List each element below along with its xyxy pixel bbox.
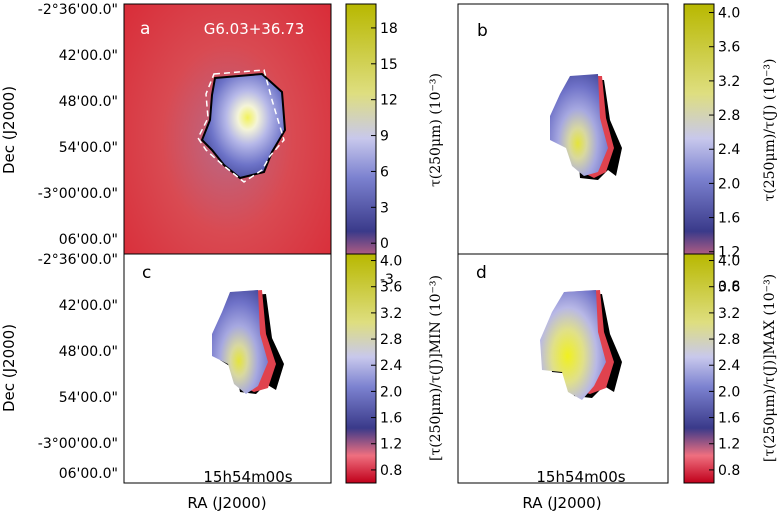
colorbar-tick-label: 3.6 bbox=[718, 280, 740, 296]
panel-a-contour-dashed bbox=[197, 69, 285, 183]
panel-b-ylabel: τ(250μm) (10⁻³) bbox=[428, 73, 444, 187]
colorbar-tick-label: 3.2 bbox=[718, 306, 740, 322]
panel-c-ra-tick: 15h54m00s bbox=[203, 468, 292, 486]
panel-a-clump bbox=[202, 74, 285, 178]
dec-tick-label: -2°36'00.0" bbox=[38, 2, 118, 18]
panel-d: d bbox=[457, 253, 669, 484]
colorbar-c-bar bbox=[345, 253, 377, 484]
colorbar-tick-label: 1.6 bbox=[718, 211, 740, 227]
colorbar-tick-label: 15 bbox=[380, 57, 398, 73]
colorbar-c: 4.0 3.6 3.2 2.8 2.4 2.0 1.6 1.2 0.8 [τ(250μm)/τ(… bbox=[345, 253, 444, 484]
colorbar-tick-label: 2.0 bbox=[718, 384, 740, 400]
colorbar-b-label: τ(250μm)/τ(J) (10⁻³) bbox=[762, 59, 778, 202]
colorbar-b: 4.0 3.6 3.2 2.8 2.4 2.0 1.6 1.2 0.8 τ(250μm)/τ(J… bbox=[683, 3, 778, 304]
panel-c-xlabel: RA (J2000) bbox=[187, 494, 266, 512]
colorbar-tick-label: 3 bbox=[380, 200, 389, 216]
colorbar-tick-label: 6 bbox=[380, 164, 389, 180]
colorbar-tick-label: 0.8 bbox=[380, 463, 402, 479]
colorbar-d-label: [τ(250μm)/τ(J)]MAX (10⁻³) bbox=[762, 274, 778, 462]
dec-tick-label: -3°00'00.0" bbox=[38, 436, 118, 452]
colorbar-tick-label: 2.8 bbox=[380, 332, 402, 348]
panel-b-background bbox=[458, 4, 668, 303]
panel-d-xlabel: RA (J2000) bbox=[522, 494, 601, 512]
colorbar-b-ticks: 4.0 3.6 3.2 2.8 2.4 2.0 1.6 1.2 0.8 bbox=[709, 6, 740, 295]
dec-tick-label: 06'00.0" bbox=[59, 466, 118, 482]
dec-tick-label: -3°00'00.0" bbox=[38, 186, 118, 202]
panel-a: a G6.03+36.73 bbox=[123, 3, 332, 304]
dec-tick-label: -2°36'00.0" bbox=[38, 252, 118, 268]
dec-tick-label: 42'00.0" bbox=[59, 48, 118, 64]
colorbar-tick-label: 3.2 bbox=[380, 306, 402, 322]
colorbar-tick-label: 3.2 bbox=[718, 74, 740, 90]
panel-a-label: a bbox=[140, 19, 150, 39]
panel-c-frame bbox=[123, 253, 332, 484]
dec-tick-label: 42'00.0" bbox=[59, 298, 118, 314]
colorbar-tick-label: 2.0 bbox=[718, 176, 740, 192]
panel-a-contour-solid bbox=[200, 72, 287, 180]
colorbar-tick-label: 2.4 bbox=[380, 358, 402, 374]
colorbar-tick-label: 2.4 bbox=[718, 142, 740, 158]
dec-tick-label: 54'00.0" bbox=[59, 140, 118, 156]
colorbar-tick-label: 4.0 bbox=[718, 254, 740, 270]
panel-d-label: d bbox=[476, 263, 487, 283]
colorbar-tick-label: -3 bbox=[380, 272, 394, 288]
dec-tick-label: 48'00.0" bbox=[59, 94, 118, 110]
dec-tick-labels-top: -2°36'00.0" 42'00.0" 48'00.0" 54'00.0" -… bbox=[38, 2, 118, 248]
colorbar-d: 4.0 3.6 3.2 2.8 2.4 2.0 1.6 1.2 0.8 [τ(250μm)/τ(… bbox=[683, 253, 778, 484]
panel-d-frame bbox=[457, 253, 669, 484]
colorbar-a-bar bbox=[345, 3, 377, 304]
panel-a-ylabel: Dec (J2000) bbox=[0, 86, 18, 174]
colorbar-c-label: [τ(250μm)/τ(J)]MIN (10⁻³) bbox=[428, 275, 444, 461]
panel-c-area bbox=[124, 254, 331, 483]
colorbar-tick-label: 9 bbox=[380, 129, 389, 145]
dec-tick-label: 54'00.0" bbox=[59, 390, 118, 406]
colorbar-tick-label: 1.6 bbox=[380, 411, 402, 427]
panel-b-clump bbox=[550, 74, 608, 176]
panel-b: b bbox=[457, 3, 669, 304]
colorbar-d-bar bbox=[683, 253, 715, 484]
colorbar-a-ticks: 18 15 12 9 6 3 0 -3 bbox=[371, 21, 398, 288]
colorbar-d-ticks: 4.0 3.6 3.2 2.8 2.4 2.0 1.6 1.2 0.8 bbox=[709, 254, 740, 479]
panel-c: c bbox=[123, 253, 332, 484]
colorbar-tick-label: 2.0 bbox=[380, 384, 402, 400]
colorbar-tick-label: 4.0 bbox=[718, 6, 740, 22]
colorbar-tick-label: 18 bbox=[380, 21, 398, 37]
panel-c-label: c bbox=[142, 263, 151, 283]
dec-tick-label: 06'00.0" bbox=[59, 232, 118, 248]
colorbar-c-ticks: 4.0 3.6 3.2 2.8 2.4 2.0 1.6 1.2 0.8 bbox=[371, 254, 402, 479]
colorbar-tick-label: 3.6 bbox=[380, 280, 402, 296]
colorbar-tick-label: 1.2 bbox=[380, 437, 402, 453]
colorbar-tick-label: 1.2 bbox=[718, 245, 740, 261]
colorbar-tick-label: 4.0 bbox=[380, 254, 402, 270]
panel-c-clump bbox=[212, 290, 268, 394]
colorbar-tick-label: 3.6 bbox=[718, 40, 740, 56]
colorbar-tick-label: 0.8 bbox=[718, 279, 740, 295]
colorbar-a: 18 15 12 9 6 3 0 -3 bbox=[345, 3, 398, 304]
colorbar-tick-label: 12 bbox=[380, 93, 398, 109]
colorbar-tick-label: 1.2 bbox=[718, 437, 740, 453]
panel-d-clump bbox=[540, 290, 606, 400]
colorbar-tick-label: 0 bbox=[380, 236, 389, 252]
colorbar-tick-label: 0.8 bbox=[718, 463, 740, 479]
colorbar-tick-label: 2.8 bbox=[718, 108, 740, 124]
dec-tick-label: 48'00.0" bbox=[59, 344, 118, 360]
colorbar-tick-label: 1.6 bbox=[718, 411, 740, 427]
panel-d-ra-tick: 15h54m00s bbox=[536, 468, 625, 486]
colorbar-tick-label: 2.8 bbox=[718, 332, 740, 348]
panel-c-ylabel: Dec (J2000) bbox=[0, 324, 18, 412]
panel-b-label: b bbox=[477, 21, 488, 41]
colorbar-tick-label: 2.4 bbox=[718, 358, 740, 374]
panel-a-title: G6.03+36.73 bbox=[204, 20, 305, 38]
dec-tick-labels-bottom: -2°36'00.0" 42'00.0" 48'00.0" 54'00.0" -… bbox=[38, 252, 118, 482]
